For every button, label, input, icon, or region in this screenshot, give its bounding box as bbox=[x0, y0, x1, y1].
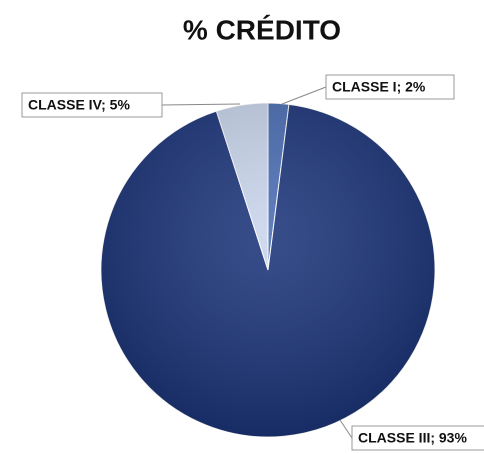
leader-line bbox=[161, 103, 241, 106]
data-label: CLASSE I; 2% bbox=[332, 79, 426, 95]
leader-line bbox=[281, 86, 327, 105]
leader-line bbox=[339, 419, 353, 439]
data-label: CLASSE IV; 5% bbox=[28, 97, 130, 113]
label-box bbox=[351, 425, 484, 451]
label-box bbox=[21, 92, 163, 118]
data-label: CLASSE III; 93% bbox=[358, 430, 467, 446]
label-box bbox=[325, 74, 455, 100]
chart-title: % CRÉDITO bbox=[183, 14, 341, 45]
